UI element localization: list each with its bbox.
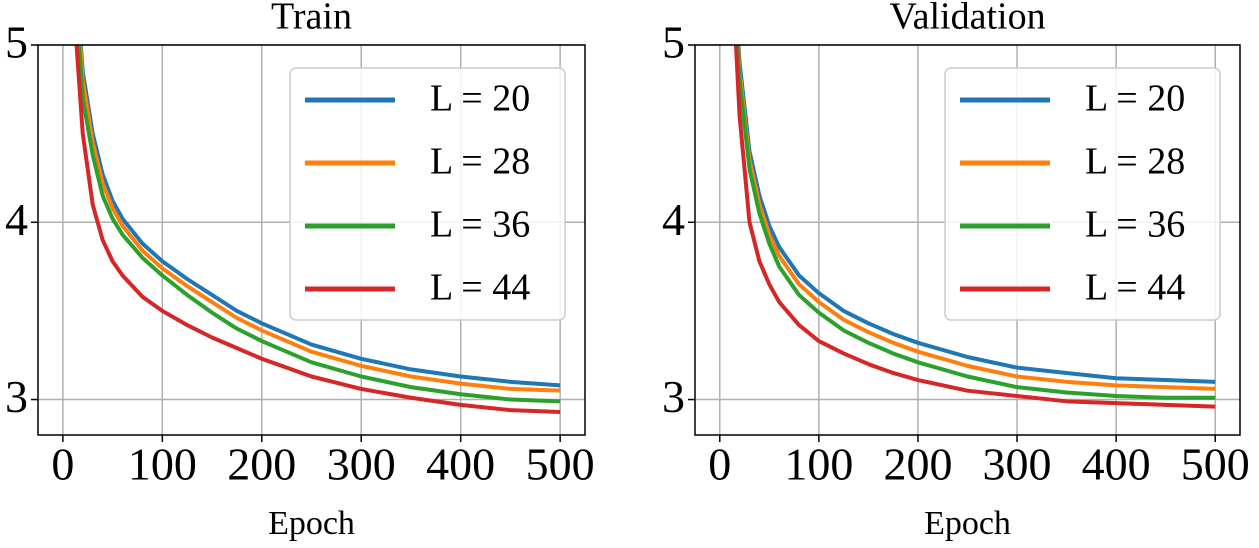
legend-label: L = 36: [430, 204, 530, 246]
x-tick-label: 200: [227, 439, 296, 490]
line: [74, 45, 561, 414]
x-tick-label: 100: [128, 439, 197, 490]
legend: L = 20 L = 28 L = 36 L = 44: [289, 67, 566, 321]
legend-label: L = 44: [430, 267, 530, 309]
legend: L = 20 L = 28 L = 36 L = 44: [944, 67, 1221, 321]
line: [78, 45, 561, 393]
line: [735, 45, 1216, 400]
chart-title: Validation: [889, 0, 1045, 38]
x-tick-label: 400: [426, 439, 495, 490]
axes-frame: [37, 44, 586, 436]
x-tick-label: 100: [784, 439, 853, 490]
legend-box: [944, 67, 1221, 321]
x-tick-label: 300: [983, 439, 1052, 490]
x-tick-label: 500: [526, 439, 595, 490]
legend-label: L = 20: [1085, 78, 1185, 120]
legend-label: L = 44: [1085, 267, 1185, 309]
line: [78, 45, 561, 388]
x-tick-label: 0: [708, 439, 731, 490]
x-tick-label: 300: [327, 439, 396, 490]
x-tick-label: 400: [1082, 439, 1151, 490]
y-tick-label: 3: [662, 371, 685, 422]
y-tick-label: 5: [5, 17, 28, 68]
x-tick-label: 0: [51, 439, 74, 490]
legend-label: L = 36: [1085, 204, 1185, 246]
plot-area: [733, 45, 1216, 409]
legend-label: L = 20: [430, 78, 530, 120]
x-axis-label: Epoch: [924, 505, 1011, 542]
y-tick-label: 4: [662, 194, 685, 245]
y-tick-label: 3: [5, 371, 28, 422]
legend-box: [289, 67, 566, 321]
y-tick-label: 4: [5, 194, 28, 245]
y-tick-label: 5: [662, 17, 685, 68]
legend-label: L = 28: [430, 141, 530, 183]
subplot: 0 100 200 300 400 500 3 4 5 Validation Epoch L = 20…: [662, 0, 1250, 542]
x-tick-label: 200: [883, 439, 952, 490]
plot-area: [74, 45, 561, 414]
x-axis-label: Epoch: [268, 505, 355, 542]
line: [733, 45, 1216, 409]
line: [77, 45, 561, 404]
legend-label: L = 28: [1085, 141, 1185, 183]
chart-title: Train: [271, 0, 352, 38]
x-tick-label: 500: [1181, 439, 1250, 490]
axes-frame: [694, 44, 1241, 436]
